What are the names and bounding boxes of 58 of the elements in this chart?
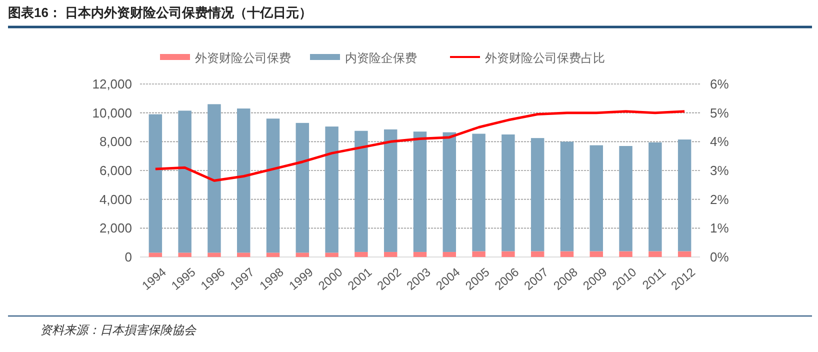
y2-tick-label: 0% bbox=[710, 250, 730, 265]
y2-tick-label: 5% bbox=[710, 105, 730, 120]
y-tick-label: 2,000 bbox=[99, 220, 132, 236]
legend-label: 外资财险公司保费占比 bbox=[485, 51, 605, 65]
y-tick-label: 4,000 bbox=[99, 192, 132, 207]
bar bbox=[178, 252, 192, 257]
bar bbox=[148, 114, 162, 253]
bar bbox=[648, 142, 662, 252]
bar bbox=[530, 251, 544, 257]
bar bbox=[296, 252, 310, 257]
bar bbox=[266, 118, 280, 253]
y-tick-label: 10,000 bbox=[92, 105, 132, 120]
bar bbox=[472, 134, 486, 252]
legend-label: 内资险企保费 bbox=[345, 51, 417, 65]
y-tick-label: 6,000 bbox=[99, 163, 132, 178]
bar bbox=[266, 252, 280, 257]
y2-tick-label: 1% bbox=[710, 220, 730, 236]
y2-tick-label: 2% bbox=[710, 192, 730, 207]
bar bbox=[208, 252, 221, 257]
bar bbox=[472, 251, 486, 257]
bar bbox=[237, 108, 250, 253]
bar bbox=[442, 252, 456, 257]
chart-title: 图表16： 日本内外资财险公司保费情况（十亿日元） bbox=[8, 5, 312, 20]
bar bbox=[325, 126, 338, 253]
bar bbox=[648, 251, 662, 257]
bar bbox=[413, 252, 427, 257]
bar bbox=[678, 251, 692, 257]
text: 资料来源：日本損害保険協会 bbox=[40, 323, 197, 337]
bar bbox=[619, 146, 632, 252]
bar bbox=[530, 138, 544, 252]
y-tick-label: 0 bbox=[124, 250, 132, 265]
y-tick-label: 12,000 bbox=[92, 76, 132, 92]
bar bbox=[442, 132, 456, 252]
bar bbox=[590, 251, 603, 257]
bar bbox=[384, 129, 398, 252]
bar bbox=[148, 252, 162, 257]
legend-label: 外资财险公司保费 bbox=[195, 51, 291, 65]
y2-tick-label: 4% bbox=[710, 134, 730, 150]
bar bbox=[354, 130, 368, 252]
bar bbox=[502, 134, 515, 252]
y-tick-label: 8,000 bbox=[99, 134, 132, 150]
bar bbox=[325, 252, 338, 257]
bar bbox=[296, 122, 310, 253]
bar bbox=[502, 251, 515, 257]
bar bbox=[237, 252, 250, 257]
bar bbox=[560, 251, 574, 257]
line-series bbox=[154, 110, 686, 182]
bar bbox=[560, 142, 574, 252]
y2-tick-label: 3% bbox=[710, 163, 730, 178]
bar bbox=[590, 145, 603, 252]
bar bbox=[678, 140, 692, 252]
bar bbox=[354, 252, 368, 257]
bar bbox=[413, 132, 427, 252]
bar bbox=[384, 252, 398, 257]
bar bbox=[619, 251, 632, 257]
bar bbox=[178, 110, 192, 253]
bar bbox=[208, 104, 221, 253]
y2-tick-label: 6% bbox=[710, 76, 730, 92]
